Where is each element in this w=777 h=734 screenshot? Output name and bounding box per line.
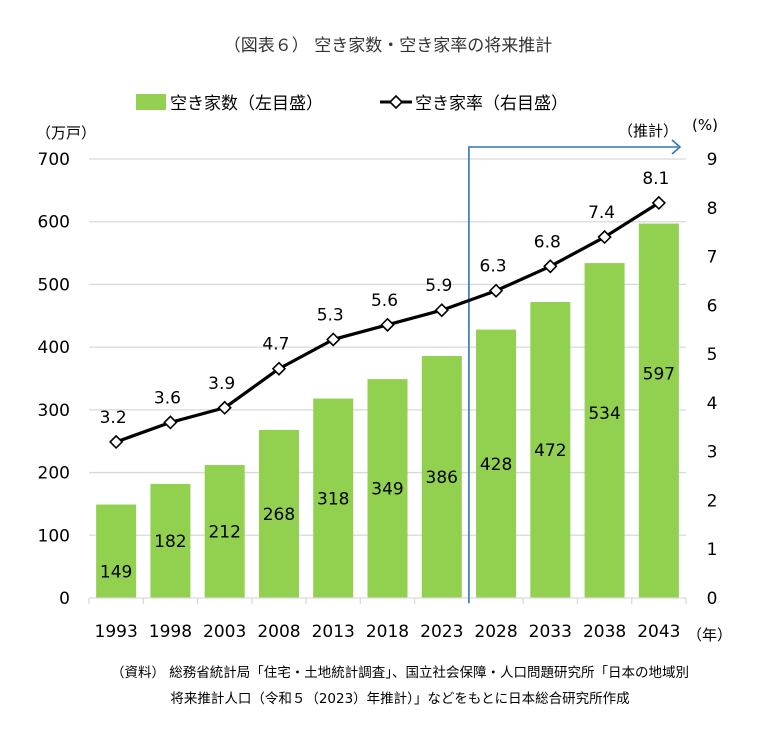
line-marker-diamond xyxy=(543,259,558,274)
x-axis-tick: 2038 xyxy=(583,622,626,642)
right-axis-tick: 6 xyxy=(707,296,718,316)
bar-data-label: 149 xyxy=(100,562,132,582)
line-data-label: 7.4 xyxy=(588,203,615,223)
bar xyxy=(96,504,137,598)
line-data-label: 3.9 xyxy=(208,374,235,394)
chart-title: （図表６） 空き家数・空き家率の将来推計 xyxy=(224,36,552,56)
bar-data-label: 182 xyxy=(154,532,186,552)
x-axis-tick: 2023 xyxy=(420,622,463,642)
x-axis-tick: 2013 xyxy=(312,622,355,642)
line-data-label: 6.8 xyxy=(534,232,561,252)
bar xyxy=(150,483,191,598)
legend-bar-swatch xyxy=(136,94,166,110)
legend-line-label: 空き家率（右目盛） xyxy=(415,94,568,114)
source-note-line-2: 将来推計人口（令和５（2023）年推計）」などをもとに日本総合研究所作成 xyxy=(170,691,629,707)
bar-data-label: 212 xyxy=(208,523,240,543)
x-axis-tick: 2033 xyxy=(529,622,572,642)
x-axis-tick: 2008 xyxy=(257,622,300,642)
line-data-label: 6.3 xyxy=(480,257,507,277)
right-axis-tick: 5 xyxy=(707,345,718,365)
right-axis-tick: 2 xyxy=(707,491,718,511)
legend-diamond-icon xyxy=(388,94,404,110)
forecast-arrow-icon xyxy=(671,139,682,155)
right-axis-tick: 7 xyxy=(707,248,718,268)
bar xyxy=(638,223,679,599)
line-marker-diamond xyxy=(326,332,341,347)
bar-data-label: 349 xyxy=(371,480,403,500)
forecast-bracket xyxy=(468,146,678,603)
line-data-label: 3.2 xyxy=(100,408,127,428)
bar xyxy=(367,379,408,598)
bar-data-label: 318 xyxy=(317,489,349,509)
left-axis-tick: 500 xyxy=(38,275,70,295)
x-axis-tick: 1993 xyxy=(95,622,138,642)
line-marker-diamond xyxy=(488,283,504,298)
line-marker-diamond xyxy=(597,229,612,245)
line-marker-diamond xyxy=(271,361,287,376)
line-marker-diamond xyxy=(109,434,124,450)
legend-bar-label: 空き家数（左目盛） xyxy=(170,94,323,114)
x-axis-tick: 2028 xyxy=(474,622,517,642)
line-marker-diamond xyxy=(217,400,232,415)
line-marker-diamond xyxy=(651,195,666,211)
bar-data-label: 472 xyxy=(534,441,566,461)
bar-data-label: 386 xyxy=(426,468,458,488)
source-note-line-1: （資料） 総務省統計局「住宅・土地統計調査」、国立社会保障・人口問題研究所「日本… xyxy=(111,665,689,681)
right-axis-tick: 9 xyxy=(707,150,718,170)
left-axis-tick: 700 xyxy=(38,150,70,170)
bar xyxy=(584,263,625,598)
bar xyxy=(476,329,517,598)
bar-data-label: 534 xyxy=(588,404,620,424)
bar xyxy=(421,355,462,598)
line-data-label: 5.6 xyxy=(371,291,398,311)
x-axis-tick: 1998 xyxy=(149,622,192,642)
bar xyxy=(530,301,571,598)
line-marker-diamond xyxy=(163,415,178,430)
bar xyxy=(204,465,245,598)
left-axis-tick: 300 xyxy=(38,401,70,421)
forecast-label: （推計） xyxy=(618,122,678,140)
line-data-label: 4.7 xyxy=(262,335,289,355)
x-axis-tick: 2018 xyxy=(366,622,409,642)
bar-data-label: 268 xyxy=(263,505,295,525)
bar-data-label: 428 xyxy=(480,455,512,475)
line-data-label: 3.6 xyxy=(154,388,181,408)
left-axis-unit: （万戸） xyxy=(36,124,96,142)
left-axis-tick: 0 xyxy=(59,589,70,609)
left-axis-tick: 200 xyxy=(38,464,70,484)
right-axis-tick: 8 xyxy=(707,199,718,219)
right-axis-unit: (%) xyxy=(692,116,718,134)
bar xyxy=(313,398,354,598)
bar-data-label: 597 xyxy=(643,365,675,385)
right-axis-tick: 4 xyxy=(707,394,718,414)
right-axis-tick: 3 xyxy=(707,443,718,463)
line-data-label: 8.1 xyxy=(642,169,669,189)
x-axis-tick: 2003 xyxy=(203,622,246,642)
x-axis-tick: 2043 xyxy=(637,622,680,642)
x-axis-unit: （年） xyxy=(687,626,732,644)
legend: 空き家数（左目盛） 空き家率（右目盛） xyxy=(136,94,568,114)
bar xyxy=(258,429,299,598)
left-axis-tick: 100 xyxy=(38,526,70,546)
left-axis-tick: 400 xyxy=(38,338,70,358)
left-axis-tick: 600 xyxy=(38,213,70,233)
line-data-label: 5.3 xyxy=(317,305,344,325)
line-marker-diamond xyxy=(434,303,449,318)
line-marker-diamond xyxy=(380,317,395,332)
right-axis-tick: 1 xyxy=(707,540,718,560)
line-data-label: 5.9 xyxy=(425,276,452,296)
right-axis-tick: 0 xyxy=(707,589,718,609)
